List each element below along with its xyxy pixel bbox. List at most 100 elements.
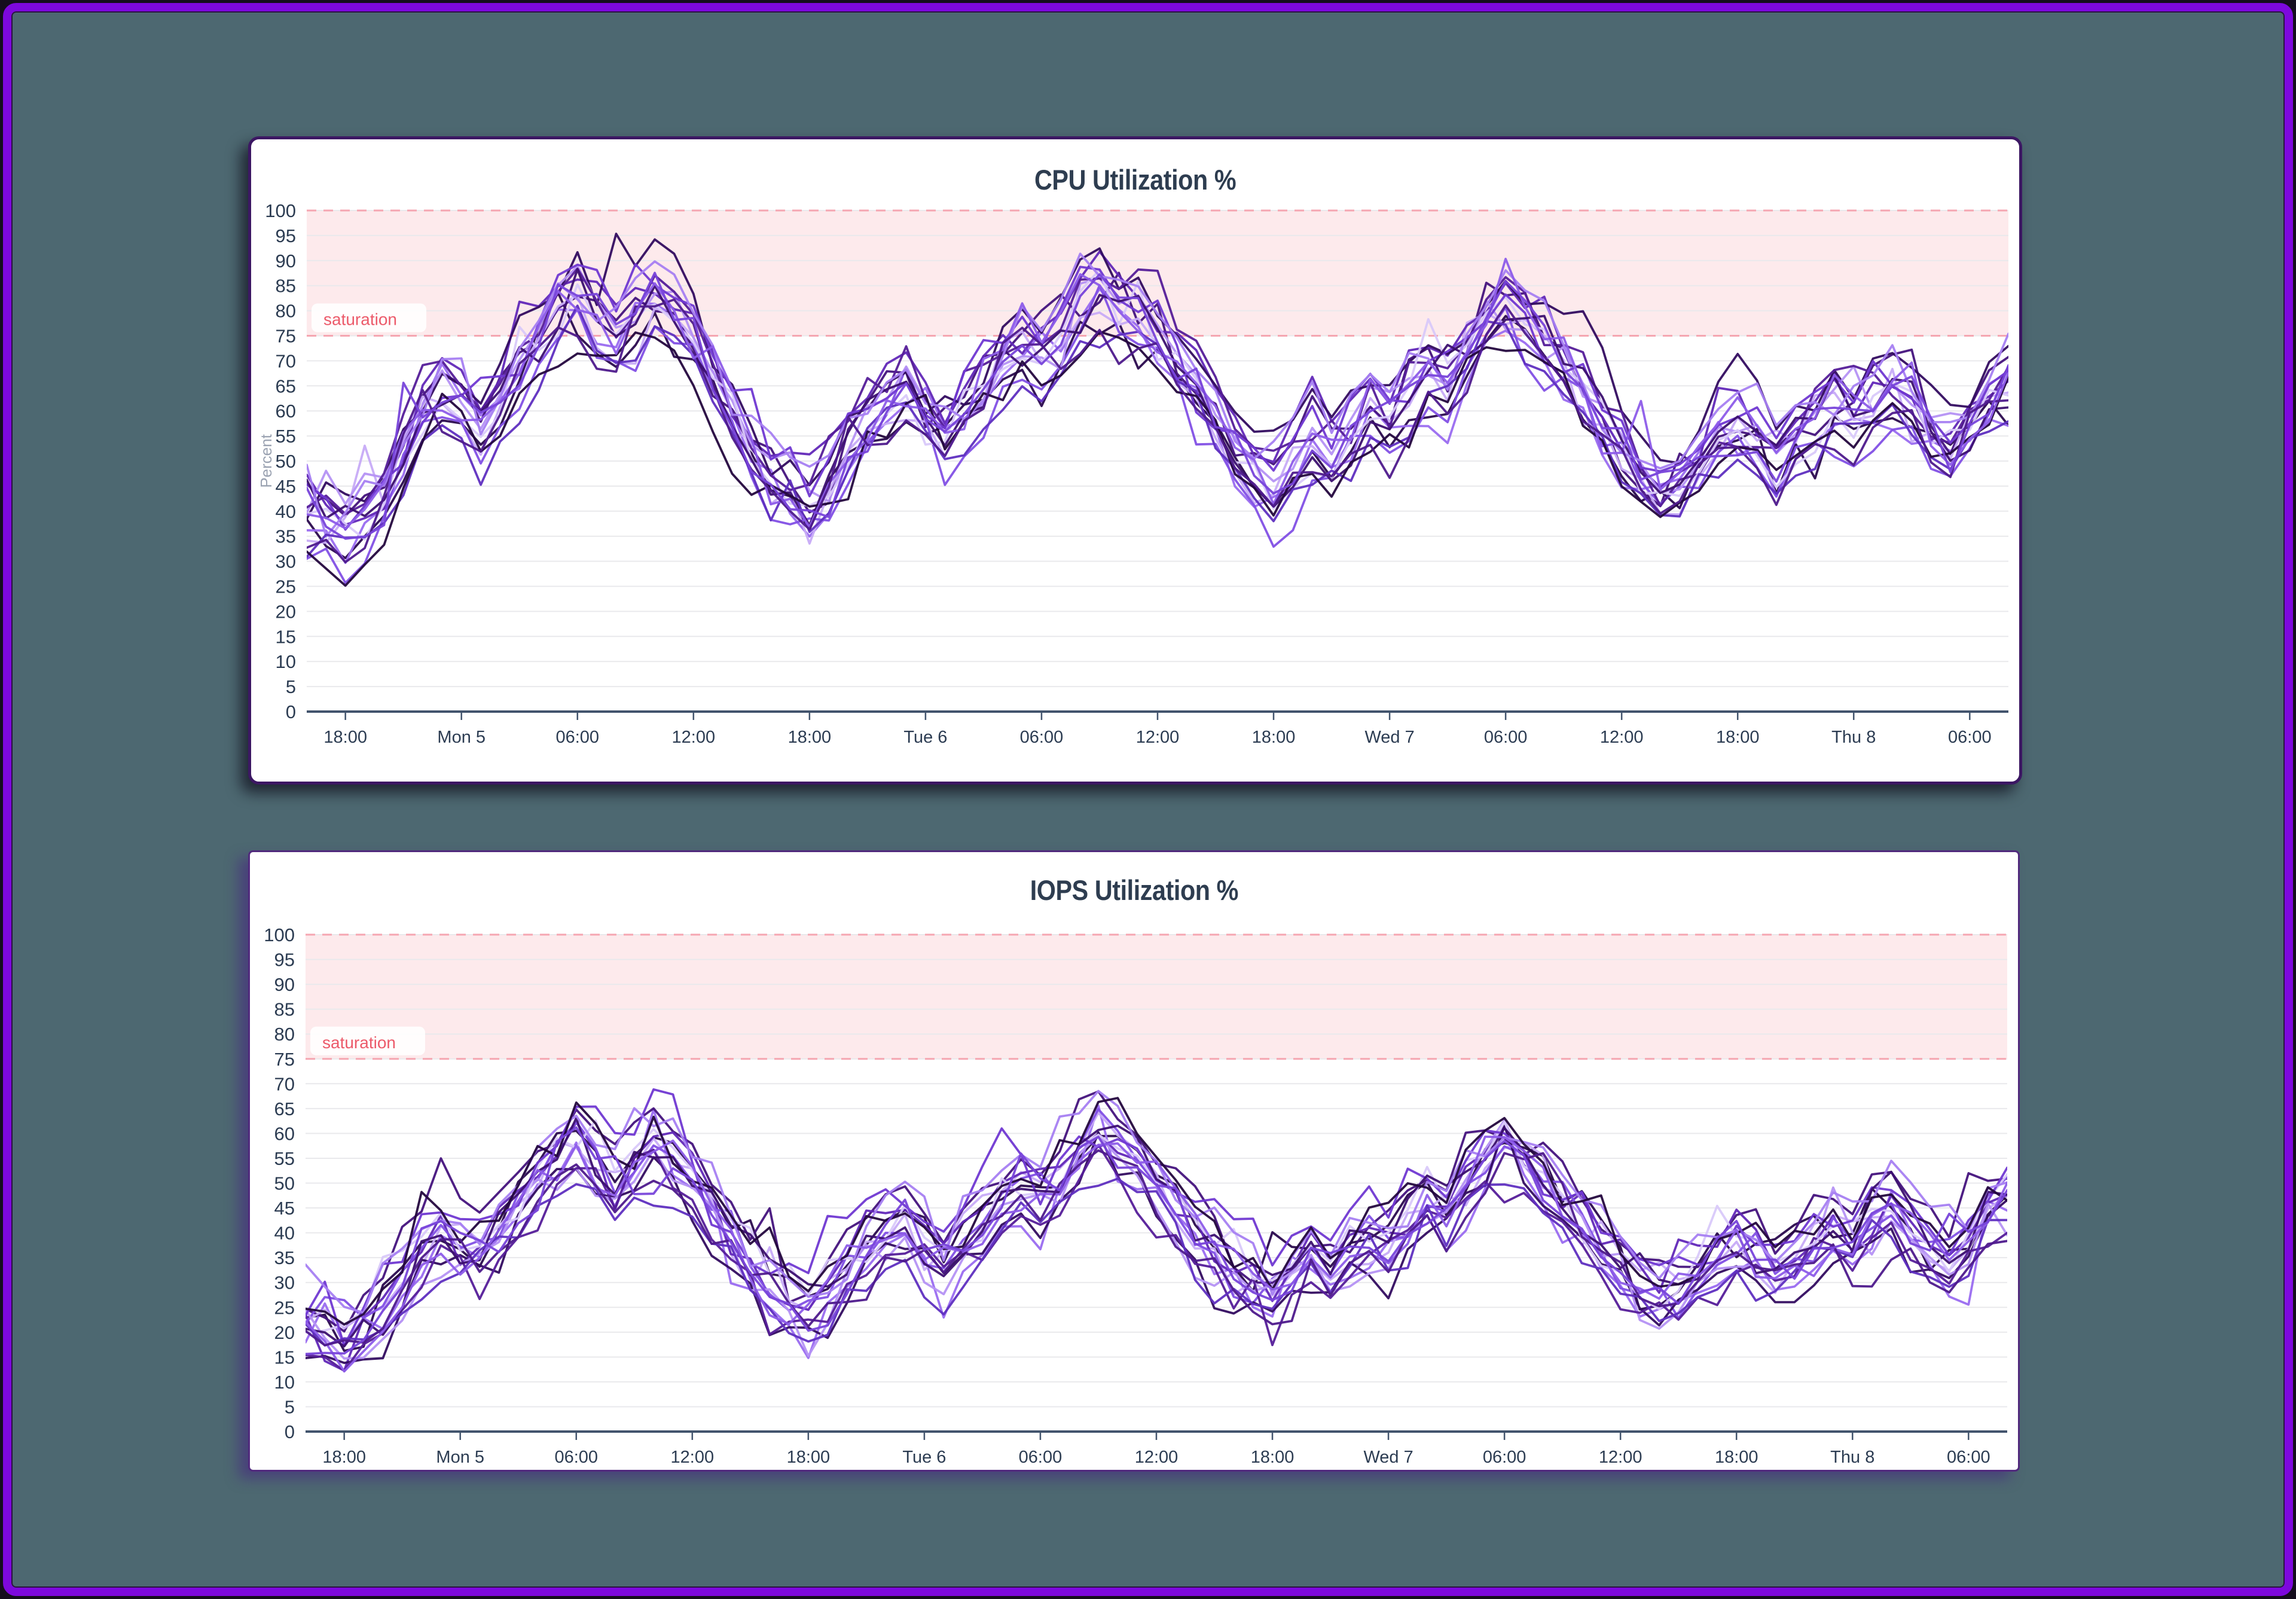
svg-text:75: 75 — [276, 326, 296, 347]
svg-text:30: 30 — [276, 551, 296, 572]
saturation-label-pill — [312, 303, 426, 332]
svg-text:45: 45 — [276, 476, 296, 497]
utilization-series-line — [307, 250, 2008, 526]
svg-text:12:00: 12:00 — [1136, 728, 1180, 747]
svg-text:20: 20 — [274, 1322, 295, 1343]
svg-text:100: 100 — [265, 200, 296, 221]
svg-text:18:00: 18:00 — [787, 1448, 831, 1467]
svg-text:18:00: 18:00 — [322, 1448, 366, 1467]
iops-chart-card: IOPS Utilization % 0 5 10 15 20 25 30 35 40 45 50 5… — [248, 850, 2020, 1472]
iops-chart-title: IOPS Utilization % — [1030, 874, 1238, 906]
svg-text:90: 90 — [276, 251, 296, 271]
saturation-label: saturation — [323, 310, 397, 329]
cpu-chart-title: CPU Utilization % — [1034, 164, 1236, 196]
x-axis — [307, 710, 2008, 720]
svg-text:06:00: 06:00 — [1484, 728, 1528, 747]
x-axis-tick-labels: 18:00 Mon 5 06:00 12:00 18:00 Tue 6 06:00 12:00… — [322, 1448, 1990, 1467]
svg-text:40: 40 — [276, 501, 296, 522]
svg-text:06:00: 06:00 — [1483, 1448, 1526, 1467]
gridlines — [306, 934, 2007, 1408]
svg-text:55: 55 — [274, 1148, 295, 1169]
svg-text:06:00: 06:00 — [1947, 1448, 1990, 1467]
utilization-series-line — [306, 1177, 2007, 1347]
svg-text:10: 10 — [276, 651, 296, 672]
svg-text:18:00: 18:00 — [1716, 728, 1760, 747]
svg-text:75: 75 — [274, 1049, 295, 1070]
x-axis-tick-labels: 18:00 Mon 5 06:00 12:00 18:00 Tue 6 06:00 12:00… — [323, 728, 1991, 747]
utilization-series-line — [306, 1111, 2007, 1330]
svg-text:18:00: 18:00 — [1715, 1448, 1758, 1467]
svg-text:0: 0 — [285, 1421, 295, 1442]
svg-text:50: 50 — [276, 451, 296, 472]
svg-text:5: 5 — [286, 676, 296, 697]
svg-text:Mon 5: Mon 5 — [436, 1448, 484, 1467]
series-lines — [306, 1088, 2007, 1373]
svg-text:80: 80 — [276, 301, 296, 322]
utilization-series-line — [306, 1119, 2007, 1334]
svg-text:Wed 7: Wed 7 — [1363, 1448, 1413, 1467]
utilization-series-line — [306, 1143, 2007, 1372]
utilization-series-line — [307, 257, 2008, 530]
gridlines — [307, 210, 2008, 688]
utilization-series-line — [307, 271, 2008, 540]
svg-text:Thu 8: Thu 8 — [1831, 728, 1876, 747]
utilization-series-line — [307, 268, 2008, 541]
utilization-series-line — [307, 271, 2008, 517]
svg-text:60: 60 — [276, 401, 296, 422]
svg-text:50: 50 — [274, 1173, 295, 1194]
svg-text:45: 45 — [274, 1198, 295, 1219]
svg-text:15: 15 — [274, 1347, 295, 1368]
svg-text:40: 40 — [274, 1223, 295, 1244]
svg-text:100: 100 — [264, 924, 295, 945]
iops-chart-plot[interactable]: 0 5 10 15 20 25 30 35 40 45 50 55 60 65 70 75 80 85 90 95 10… — [250, 852, 2018, 1470]
x-axis — [306, 1430, 2007, 1440]
saturation-label-pill — [310, 1026, 425, 1055]
saturation-band — [306, 935, 2007, 1059]
svg-text:65: 65 — [274, 1098, 295, 1119]
svg-text:65: 65 — [276, 376, 296, 396]
utilization-series-line — [307, 268, 2008, 527]
svg-text:06:00: 06:00 — [555, 728, 599, 747]
svg-text:35: 35 — [274, 1247, 295, 1268]
svg-text:35: 35 — [276, 526, 296, 547]
svg-text:Thu 8: Thu 8 — [1830, 1448, 1874, 1467]
utilization-series-line — [307, 267, 2008, 515]
svg-text:10: 10 — [274, 1372, 295, 1393]
y-axis-title: Percent — [257, 434, 275, 487]
utilization-series-line — [307, 263, 2008, 531]
utilization-series-line — [306, 1097, 2007, 1326]
utilization-series-line — [306, 1090, 2007, 1314]
svg-text:18:00: 18:00 — [1252, 728, 1296, 747]
y-axis-tick-labels: 0 5 10 15 20 25 30 35 40 45 50 55 60 65 70 75 80 85 90 95 10… — [264, 924, 295, 1442]
svg-text:0: 0 — [286, 701, 296, 722]
svg-text:80: 80 — [274, 1024, 295, 1045]
svg-text:Tue 6: Tue 6 — [903, 728, 947, 747]
utilization-series-line — [306, 1126, 2007, 1356]
utilization-series-line — [306, 1149, 2007, 1347]
saturation-label: saturation — [322, 1033, 396, 1052]
utilization-series-line — [306, 1135, 2007, 1373]
svg-text:12:00: 12:00 — [672, 728, 716, 747]
svg-text:Mon 5: Mon 5 — [437, 728, 486, 747]
svg-text:95: 95 — [274, 950, 295, 971]
svg-text:18:00: 18:00 — [1251, 1448, 1294, 1467]
svg-text:15: 15 — [276, 626, 296, 647]
svg-text:55: 55 — [276, 426, 296, 447]
svg-text:18:00: 18:00 — [323, 728, 367, 747]
svg-text:70: 70 — [276, 350, 296, 371]
svg-text:70: 70 — [274, 1073, 295, 1094]
svg-text:5: 5 — [285, 1396, 295, 1417]
svg-text:06:00: 06:00 — [554, 1448, 598, 1467]
svg-text:25: 25 — [276, 576, 296, 597]
svg-text:20: 20 — [276, 601, 296, 622]
svg-text:12:00: 12:00 — [1600, 728, 1644, 747]
utilization-series-line — [307, 330, 2008, 587]
cpu-chart-plot[interactable]: 0 5 10 15 20 25 30 35 40 45 50 55 60 65 70 75 80 85 90 95 10… — [251, 139, 2019, 782]
svg-text:06:00: 06:00 — [1948, 728, 1992, 747]
svg-text:25: 25 — [274, 1297, 295, 1318]
svg-text:Tue 6: Tue 6 — [902, 1448, 946, 1467]
svg-text:06:00: 06:00 — [1020, 728, 1064, 747]
svg-text:Wed 7: Wed 7 — [1364, 728, 1414, 747]
svg-text:12:00: 12:00 — [1599, 1448, 1642, 1467]
